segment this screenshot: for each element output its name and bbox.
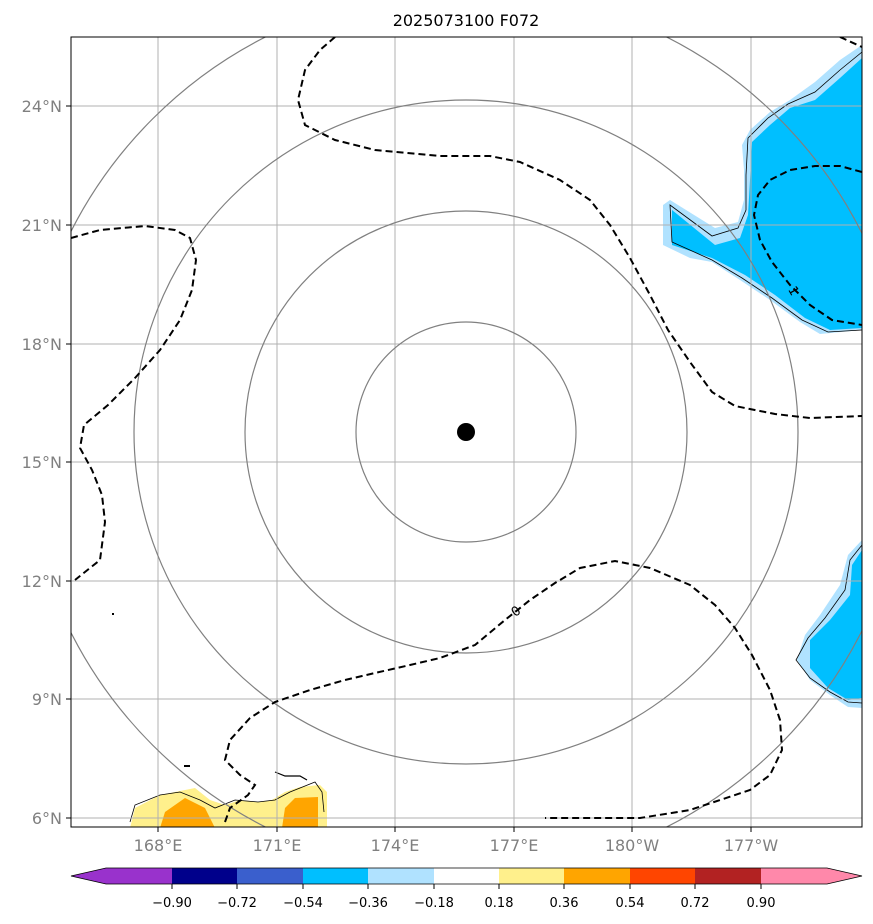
colorbar-bin-3	[237, 868, 303, 884]
colorbar-bin-11	[761, 868, 827, 884]
lat-label-18n: 18°N	[22, 335, 62, 354]
colorbar-tick-1: −0.90	[152, 896, 192, 911]
shaded-field-east	[795, 540, 862, 708]
lat-label-6n: 6°N	[32, 809, 62, 828]
colorbar-extend-low	[71, 868, 106, 884]
contour-corner	[839, 37, 862, 48]
storm-center-marker	[457, 423, 475, 441]
map-area: 0 1	[71, 37, 862, 827]
lat-label-9n: 9°N	[32, 690, 62, 709]
graticule	[71, 37, 862, 827]
colorbar: −0.90 −0.72 −0.54 −0.36 −0.18 0.18 0.36 …	[70, 867, 863, 911]
lat-label-24n: 24°N	[22, 97, 62, 116]
range-ring-4	[71, 37, 862, 827]
contour-west	[71, 224, 198, 581]
colorbar-bin-5	[368, 868, 434, 884]
lon-label-177w: 177°W	[724, 836, 779, 855]
colorbar-tick-6: 0.18	[485, 896, 514, 911]
colorbar-tick-9: 0.72	[681, 896, 710, 911]
colorbar-tick-7: 0.36	[550, 896, 579, 911]
lon-label-174e: 174°E	[371, 836, 420, 855]
lon-label-180w: 180°W	[605, 836, 660, 855]
contour-north	[296, 37, 862, 420]
colorbar-bin-4	[303, 868, 368, 884]
colorbar-tick-5: −0.18	[414, 896, 454, 911]
colorbar-extend-high	[827, 868, 862, 884]
latitude-labels: 24°N 21°N 18°N 15°N 12°N 9°N 6°N	[22, 97, 71, 828]
colorbar-tick-4: −0.36	[348, 896, 388, 911]
map-frame	[70, 36, 863, 828]
lon-label-171e: 171°E	[253, 836, 302, 855]
lon-label-168e: 168°E	[134, 836, 183, 855]
colorbar-bin-7	[499, 868, 564, 884]
contour-south	[223, 559, 784, 823]
colorbar-bin-10	[695, 868, 761, 884]
colorbar-tick-10: 0.90	[747, 896, 776, 911]
colorbar-bin-1	[106, 868, 172, 884]
contour-northeast	[752, 165, 862, 326]
lon-label-177e: 177°E	[490, 836, 539, 855]
lat-label-12n: 12°N	[22, 572, 62, 591]
colorbar-bin-2	[172, 868, 237, 884]
longitude-labels: 168°E 171°E 174°E 177°E 180°W 177°W	[134, 827, 779, 855]
map-title: 2025073100 F072	[393, 11, 540, 30]
range-rings	[71, 37, 862, 827]
shaded-field-northeast	[663, 45, 862, 334]
colorbar-bin-6	[434, 868, 499, 884]
colorbar-bin-9	[630, 868, 695, 884]
range-ring-1	[355, 321, 577, 543]
colorbar-tick-8: 0.54	[616, 896, 645, 911]
lat-label-21n: 21°N	[22, 216, 62, 235]
colorbar-tick-2: −0.72	[217, 896, 257, 911]
contour-lines	[71, 37, 862, 823]
range-ring-3	[133, 99, 799, 765]
shaded-field-south	[129, 771, 327, 827]
colorbar-tick-3: −0.54	[283, 896, 323, 911]
contour-label-zero: 0	[509, 604, 524, 621]
range-ring-2	[244, 210, 688, 654]
lat-label-15n: 15°N	[22, 453, 62, 472]
colorbar-bin-8	[564, 868, 630, 884]
